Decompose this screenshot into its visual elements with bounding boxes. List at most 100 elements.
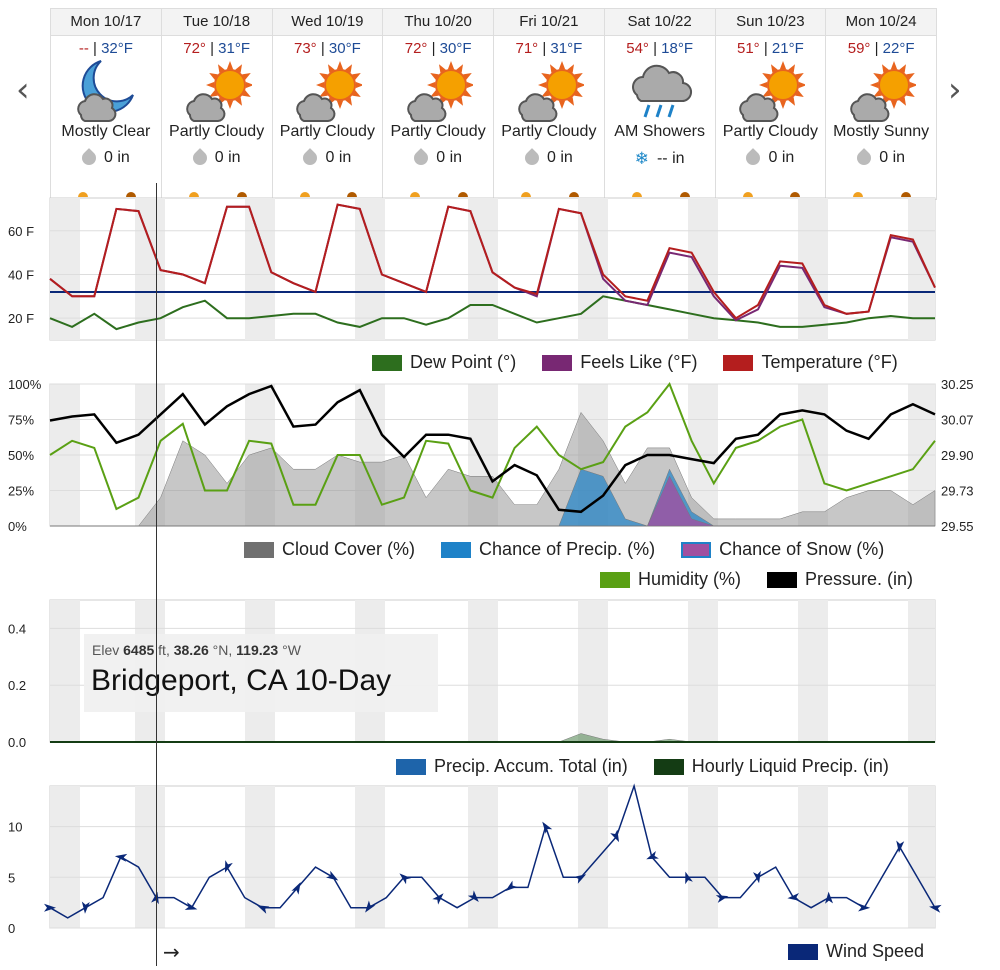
condition-text: Partly Cloudy (390, 123, 486, 140)
night-band (798, 600, 828, 742)
legend-feels-like: Feels Like (°F) (580, 352, 698, 372)
precip-amount: 0 in (826, 148, 936, 168)
day-temps: 73° | 30°F (293, 40, 361, 57)
precip-value: 0 in (879, 149, 906, 166)
latitude-value: 38.26 (173, 642, 209, 658)
legend-wind: Wind Speed (788, 941, 924, 962)
y-tick-label: 20 F (8, 311, 34, 326)
wind-speed-line (49, 783, 936, 919)
wind-direction-arrow (432, 893, 444, 905)
wind-direction-arrow (291, 882, 301, 895)
day-card[interactable]: Tue 10/18 72° | 31°F Partly Cloudy 0 in (161, 9, 273, 199)
sun-cloud-icon (514, 57, 586, 123)
legend-hourly-liquid: Hourly Liquid Precip. (in) (691, 756, 889, 776)
low-temp: 30°F (439, 40, 472, 57)
snow-chance-swatch (681, 541, 712, 558)
day-card[interactable]: Wed 10/19 73° | 30°F Partly Cloudy 0 in (272, 9, 384, 199)
day-temps: 71° | 31°F (515, 40, 583, 57)
y2-tick-label: 29.55 (941, 519, 974, 534)
night-band (578, 786, 608, 928)
wind-direction-arrow (81, 901, 90, 914)
y-tick-label: 0 (8, 921, 15, 936)
rain-cloud-icon (625, 57, 695, 123)
latitude-unit: °N, (212, 642, 233, 658)
night-band (245, 786, 275, 928)
cursor-arrow-icon: → (163, 940, 180, 964)
day-label: Sun 10/23 (715, 9, 826, 36)
wind-direction-arrow (44, 903, 56, 912)
feels-like-swatch (542, 354, 573, 371)
precip-amount: 0 in (716, 148, 826, 168)
sun-cloud-icon (182, 57, 254, 123)
day-label: Mon 10/24 (826, 9, 936, 36)
night-band (908, 600, 935, 742)
previous-arrow-icon[interactable]: ‹ (16, 70, 30, 110)
y-tick-label: 10 (8, 820, 22, 835)
day-card[interactable]: Thu 10/20 72° | 30°F Partly Cloudy 0 in (383, 9, 494, 199)
day-label: Thu 10/20 (383, 9, 493, 36)
daily-forecast: Mon 10/17 -- | 32°F Mostly Clear 0 in Tu… (50, 8, 937, 200)
low-temp: 22°F (882, 40, 915, 57)
precip-value: 0 in (103, 149, 130, 166)
elev-label: Elev (92, 642, 120, 658)
night-band (468, 600, 498, 742)
wind-direction-arrow (825, 891, 834, 904)
precip-value: 0 in (214, 149, 241, 166)
sun-cloud-icon (846, 57, 919, 123)
cloud-cover-area (50, 411, 936, 527)
pressure-line (49, 384, 936, 514)
sun-cloud-icon (292, 57, 365, 123)
night-band (135, 786, 165, 928)
precip-value: -- in (656, 150, 685, 167)
high-temp: -- (78, 40, 89, 57)
day-card[interactable]: Mon 10/24 59° | 22°F Mostly Sunny 0 in (826, 9, 936, 199)
high-temp: 71° (515, 40, 539, 57)
location-info-box: Elev 6485 ft, 38.26 °N, 119.23 °W Bridge… (84, 634, 438, 712)
night-band (578, 600, 608, 742)
y2-tick-label: 30.07 (941, 413, 974, 428)
day-card[interactable]: Fri 10/21 71° | 31°F Partly Cloudy 0 in (494, 9, 605, 199)
wind-direction-arrow (646, 851, 659, 860)
high-temp: 59° (847, 40, 871, 57)
condition-text: Mostly Clear (61, 123, 151, 140)
time-cursor-line[interactable] (156, 183, 157, 966)
wind-direction-arrow (505, 880, 518, 892)
dew-point-swatch (372, 354, 402, 371)
condition-text: Partly Cloudy (722, 123, 818, 140)
high-temp: 72° (183, 40, 206, 57)
sunrise-icon (410, 192, 421, 197)
wind-direction-arrow (256, 905, 270, 914)
legend-cloud-cover: Cloud Cover (%) (282, 539, 416, 559)
wind-direction-arrow (467, 890, 479, 903)
next-arrow-icon[interactable]: › (948, 70, 962, 110)
day-temps: 59° | 22°F (847, 40, 915, 57)
day-card[interactable]: Mon 10/17 -- | 32°F Mostly Clear 0 in (51, 9, 162, 199)
wind-direction-arrow (787, 892, 800, 901)
pressure-swatch (767, 571, 798, 588)
moon-cloud-icon (71, 57, 141, 123)
wind-direction-arrow (610, 829, 620, 843)
wind-direction-arrow (114, 853, 128, 862)
condition-text: Partly Cloudy (279, 123, 375, 140)
night-band (50, 600, 80, 742)
wind-direction-arrow (542, 821, 553, 834)
day-label: Tue 10/18 (161, 9, 272, 36)
longitude-value: 119.23 (236, 642, 279, 658)
dew-point-line (49, 295, 935, 331)
wind-direction-arrow (858, 903, 871, 912)
elevation-coordinates: Elev 6485 ft, 38.26 °N, 119.23 °W (92, 642, 438, 658)
y-tick-label: 75% (8, 413, 34, 428)
y2-tick-label: 29.73 (941, 484, 974, 499)
high-temp: 73° (293, 40, 317, 57)
legend-temperature-label: Temperature (°F) (761, 352, 898, 372)
day-card[interactable]: Sun 10/23 51° | 21°F Partly Cloudy 0 in (715, 9, 827, 199)
low-temp: 32°F (101, 40, 133, 57)
precip-amount: 0 in (494, 148, 604, 168)
low-temp: 31°F (550, 40, 583, 57)
high-temp: 72° (404, 40, 428, 57)
low-temp: 30°F (328, 40, 361, 57)
sunrise-icon (631, 192, 642, 197)
day-card[interactable]: Sat 10/22 54° | 18°F AM Showers ❄ -- in (604, 9, 716, 199)
sunset-icon (236, 192, 247, 197)
high-temp: 54° (626, 40, 649, 57)
